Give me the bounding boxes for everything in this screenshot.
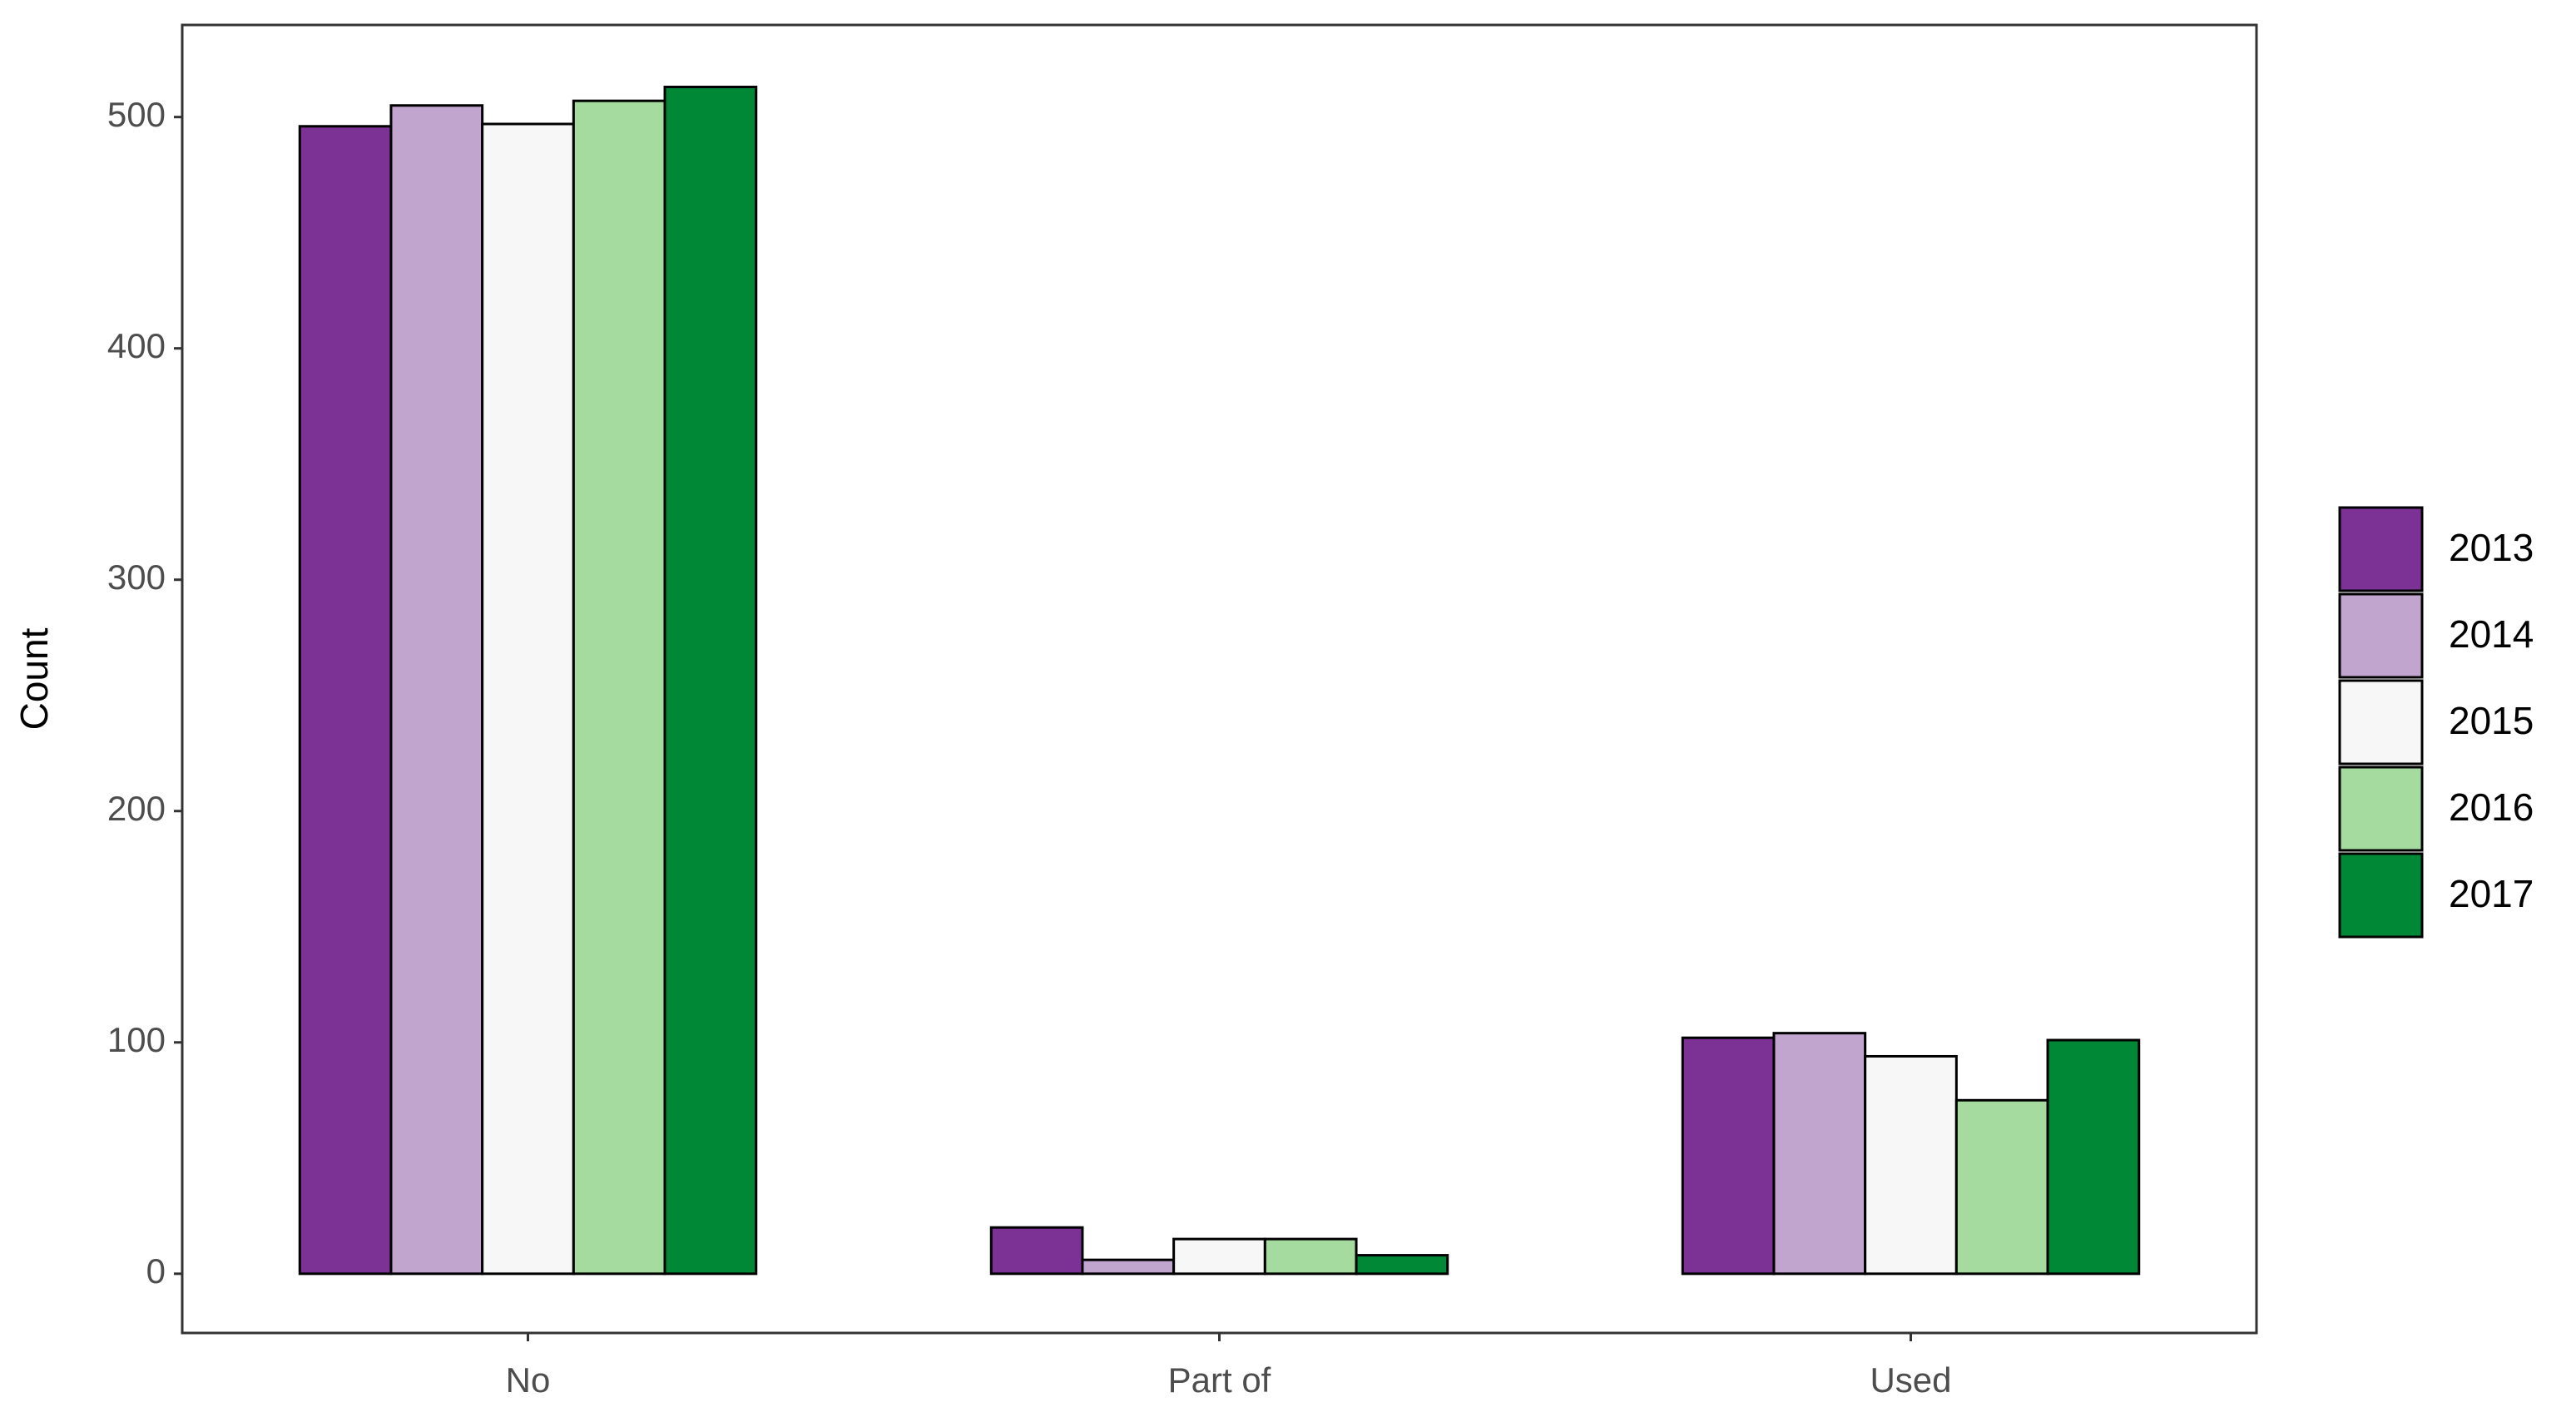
legend-label: 2015 [2449, 699, 2534, 742]
legend-key [2338, 592, 2424, 679]
x-tick-label: Part of [1168, 1360, 1271, 1400]
y-tick-label: 0 [146, 1251, 166, 1291]
y-axis-title: Count [12, 627, 56, 730]
bar [2046, 1038, 2141, 1276]
legend-key [2338, 766, 2424, 852]
bar [481, 122, 575, 1276]
bar [572, 99, 666, 1276]
bar [1355, 1254, 1449, 1276]
legend-key [2338, 852, 2424, 939]
x-tick-label: No [506, 1360, 551, 1400]
bar [389, 104, 484, 1276]
bar [1864, 1054, 1958, 1276]
legend-label: 2017 [2449, 872, 2534, 915]
bar [1172, 1237, 1266, 1276]
bar [663, 86, 758, 1276]
y-tick-label: 300 [107, 557, 166, 597]
bar [1081, 1258, 1176, 1276]
bar [1263, 1237, 1358, 1276]
legend-key [2338, 506, 2424, 592]
bar [1772, 1032, 1867, 1276]
legend-label: 2014 [2449, 612, 2534, 656]
legend-label: 2016 [2449, 785, 2534, 829]
y-tick-label: 100 [107, 1020, 166, 1059]
bar [298, 125, 393, 1276]
bar [1681, 1036, 1776, 1276]
y-tick-label: 500 [107, 95, 166, 134]
y-tick-label: 200 [107, 789, 166, 828]
bar [1954, 1098, 2049, 1276]
legend-key [2338, 679, 2424, 766]
legend-label: 2013 [2449, 526, 2534, 569]
bar [989, 1226, 1084, 1276]
x-tick-label: Used [1870, 1360, 1951, 1400]
y-tick-label: 400 [107, 326, 166, 365]
